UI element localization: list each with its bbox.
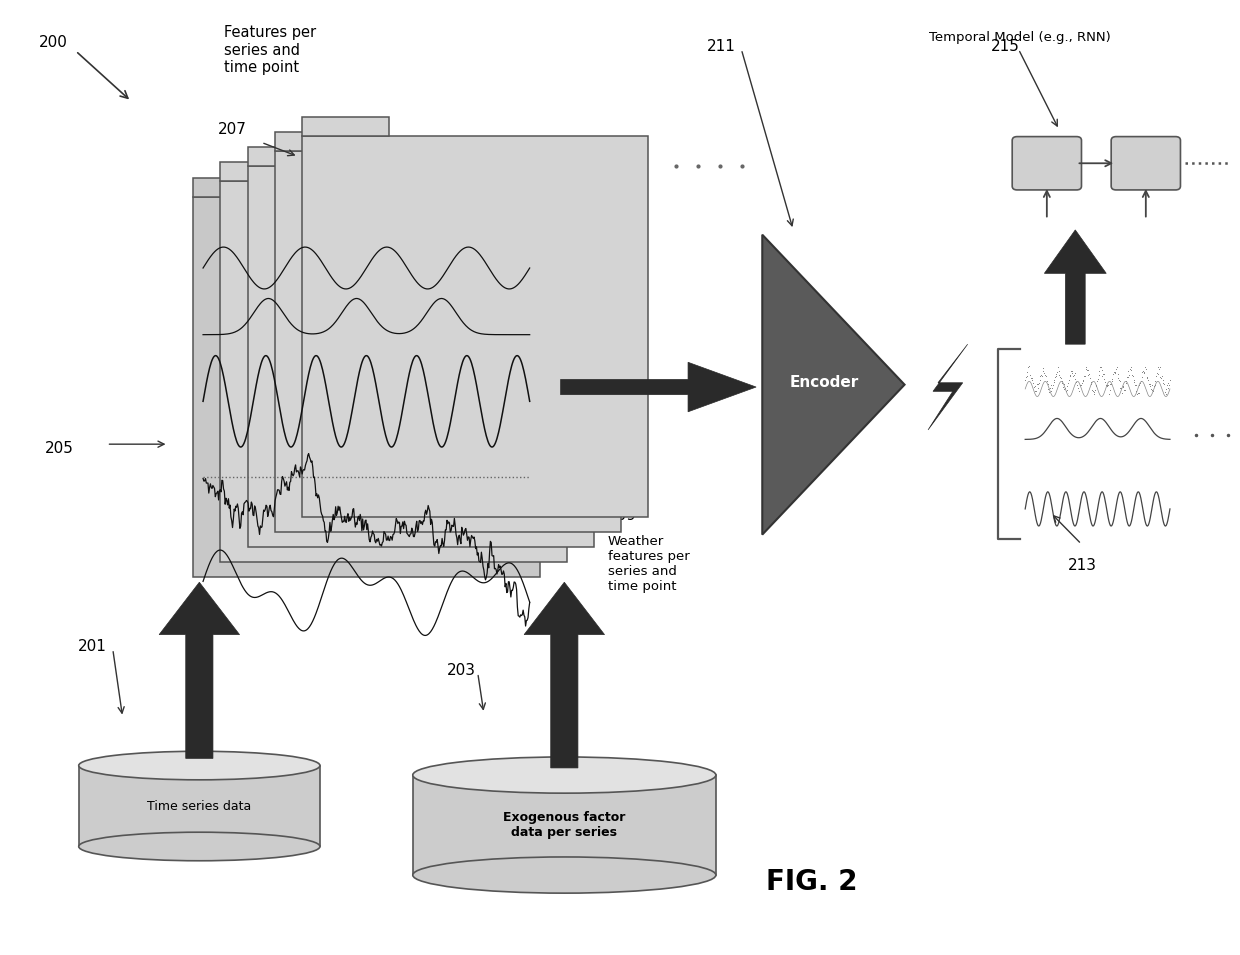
Polygon shape [275, 151, 621, 532]
Polygon shape [525, 583, 605, 768]
Polygon shape [159, 583, 239, 758]
Text: Exogenous factor
data per series: Exogenous factor data per series [503, 811, 625, 839]
Polygon shape [78, 766, 320, 846]
Polygon shape [221, 162, 308, 181]
Polygon shape [928, 344, 967, 430]
Text: 209: 209 [608, 508, 636, 523]
Text: Align and
preprocess
as series
over time: Align and preprocess as series over time [339, 325, 418, 393]
Text: Time series data: Time series data [148, 799, 252, 813]
Polygon shape [1044, 230, 1106, 344]
Polygon shape [303, 136, 649, 517]
Text: Weather
features per
series and
time point: Weather features per series and time poi… [608, 535, 689, 593]
Polygon shape [560, 362, 756, 412]
Ellipse shape [78, 832, 320, 860]
Polygon shape [303, 117, 388, 136]
Polygon shape [193, 178, 280, 197]
Polygon shape [763, 235, 904, 535]
Polygon shape [413, 775, 715, 875]
Polygon shape [221, 181, 567, 562]
Text: 213: 213 [1068, 559, 1097, 573]
Polygon shape [248, 166, 594, 547]
Text: 215: 215 [991, 39, 1021, 54]
Text: Encoder: Encoder [790, 374, 859, 390]
Text: Features per
series and
time point: Features per series and time point [224, 25, 316, 75]
Text: 207: 207 [218, 121, 247, 137]
Polygon shape [275, 132, 361, 151]
Text: 205: 205 [45, 441, 73, 456]
Text: Temporal Model (e.g., RNN): Temporal Model (e.g., RNN) [929, 32, 1111, 44]
Ellipse shape [413, 857, 715, 893]
FancyBboxPatch shape [1111, 137, 1180, 190]
Polygon shape [248, 147, 335, 166]
Polygon shape [193, 197, 539, 578]
Text: 203: 203 [446, 663, 476, 678]
Text: 201: 201 [78, 640, 107, 654]
FancyBboxPatch shape [1012, 137, 1081, 190]
Ellipse shape [78, 752, 320, 780]
Text: 200: 200 [38, 34, 67, 50]
Text: FIG. 2: FIG. 2 [766, 868, 858, 897]
Ellipse shape [413, 757, 715, 794]
Text: 211: 211 [707, 39, 735, 54]
